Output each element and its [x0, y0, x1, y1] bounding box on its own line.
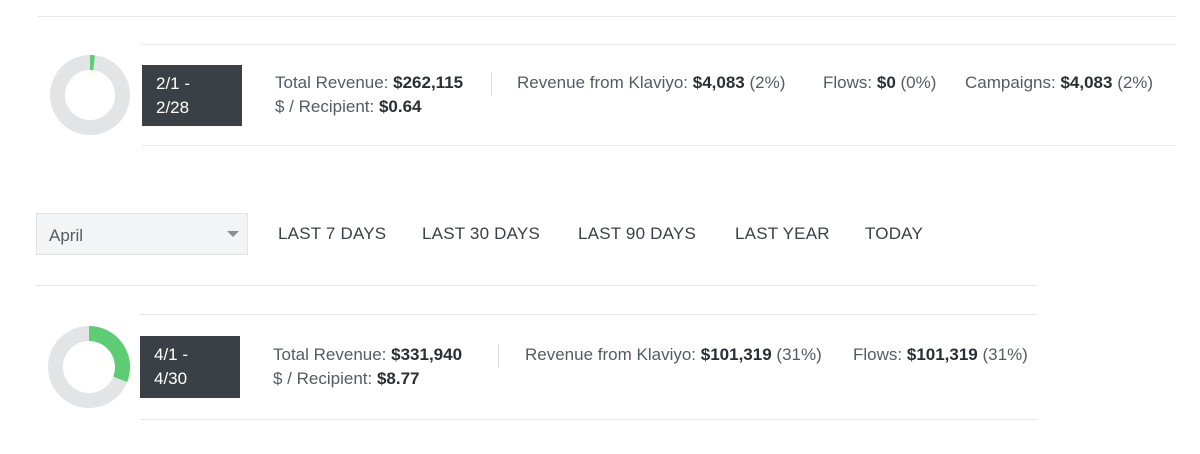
- period-2-flows: Flows: $101,319 (31%): [853, 345, 1028, 365]
- period-1-per-recipient: $ / Recipient: $0.64: [275, 97, 422, 117]
- donut-arc: [88, 326, 130, 383]
- period-2-klaviyo-revenue: Revenue from Klaviyo: $101,319 (31%): [525, 345, 822, 365]
- donut-track: [50, 55, 130, 135]
- period-2-per-recipient: $ / Recipient: $8.77: [273, 369, 420, 389]
- month-select-value: April: [49, 226, 84, 245]
- top-divider: [38, 16, 1176, 17]
- last-year-link[interactable]: LAST YEAR: [735, 224, 830, 243]
- period-1-flows: Flows: $0 (0%): [823, 73, 936, 93]
- total-revenue-label: Total Revenue:: [273, 345, 387, 364]
- month-select-dropdown[interactable]: April: [36, 213, 248, 255]
- date-range-end: 2/28: [156, 98, 190, 117]
- klaviyo-revenue-pct: (31%): [776, 345, 822, 364]
- klaviyo-revenue-value: $4,083: [692, 73, 745, 92]
- campaigns-label: Campaigns:: [965, 73, 1056, 92]
- period-2-bottom-divider: [140, 419, 1038, 420]
- period-1-total-revenue: Total Revenue: $262,115: [275, 73, 463, 93]
- date-range-start: 2/1 -: [156, 74, 191, 93]
- period-1-donut-chart: [50, 55, 130, 135]
- klaviyo-revenue-label: Revenue from Klaviyo:: [525, 345, 697, 364]
- date-range-start: 4/1 -: [154, 345, 189, 364]
- filter-bar-divider: [36, 285, 1038, 286]
- chevron-down-icon: [227, 231, 239, 237]
- period-1-top-divider: [142, 44, 1176, 45]
- klaviyo-revenue-label: Revenue from Klaviyo:: [517, 73, 689, 92]
- period-2-top-divider: [140, 314, 1038, 315]
- total-revenue-label: Total Revenue:: [275, 73, 389, 92]
- period-1-klaviyo-revenue: Revenue from Klaviyo: $4,083 (2%): [517, 73, 785, 93]
- flows-label: Flows:: [823, 73, 873, 92]
- today-link[interactable]: TODAY: [865, 224, 923, 243]
- last-90-days-link[interactable]: LAST 90 DAYS: [578, 224, 696, 243]
- per-recipient-value: $0.64: [378, 97, 422, 116]
- flows-label: Flows:: [853, 345, 903, 364]
- period-1-bottom-divider: [142, 145, 1176, 146]
- total-revenue-value: $331,940: [391, 345, 463, 364]
- period-2-donut-chart: [48, 326, 130, 408]
- period-2-total-revenue: Total Revenue: $331,940: [273, 345, 462, 365]
- period-1-date-range-badge: 2/1 - 2/28: [142, 65, 242, 126]
- period-1-separator: [491, 72, 492, 96]
- date-range-end: 4/30: [154, 369, 188, 388]
- per-recipient-label: $ / Recipient:: [273, 369, 373, 388]
- period-1-campaigns: Campaigns: $4,083 (2%): [965, 73, 1153, 93]
- flows-pct: (31%): [982, 345, 1028, 364]
- campaigns-pct: (2%): [1117, 73, 1154, 92]
- last-7-days-link[interactable]: LAST 7 DAYS: [278, 224, 387, 243]
- per-recipient-label: $ / Recipient:: [275, 97, 375, 116]
- klaviyo-revenue-pct: (2%): [749, 73, 786, 92]
- last-30-days-link[interactable]: LAST 30 DAYS: [422, 224, 540, 243]
- period-2-separator: [498, 344, 499, 368]
- flows-pct: (0%): [900, 73, 937, 92]
- total-revenue-value: $262,115: [393, 73, 464, 92]
- flows-value: $101,319: [906, 345, 978, 364]
- flows-value: $0: [876, 73, 896, 92]
- per-recipient-value: $8.77: [376, 369, 420, 388]
- klaviyo-revenue-value: $101,319: [700, 345, 772, 364]
- campaigns-value: $4,083: [1060, 73, 1113, 92]
- period-2-date-range-badge: 4/1 - 4/30: [140, 336, 240, 398]
